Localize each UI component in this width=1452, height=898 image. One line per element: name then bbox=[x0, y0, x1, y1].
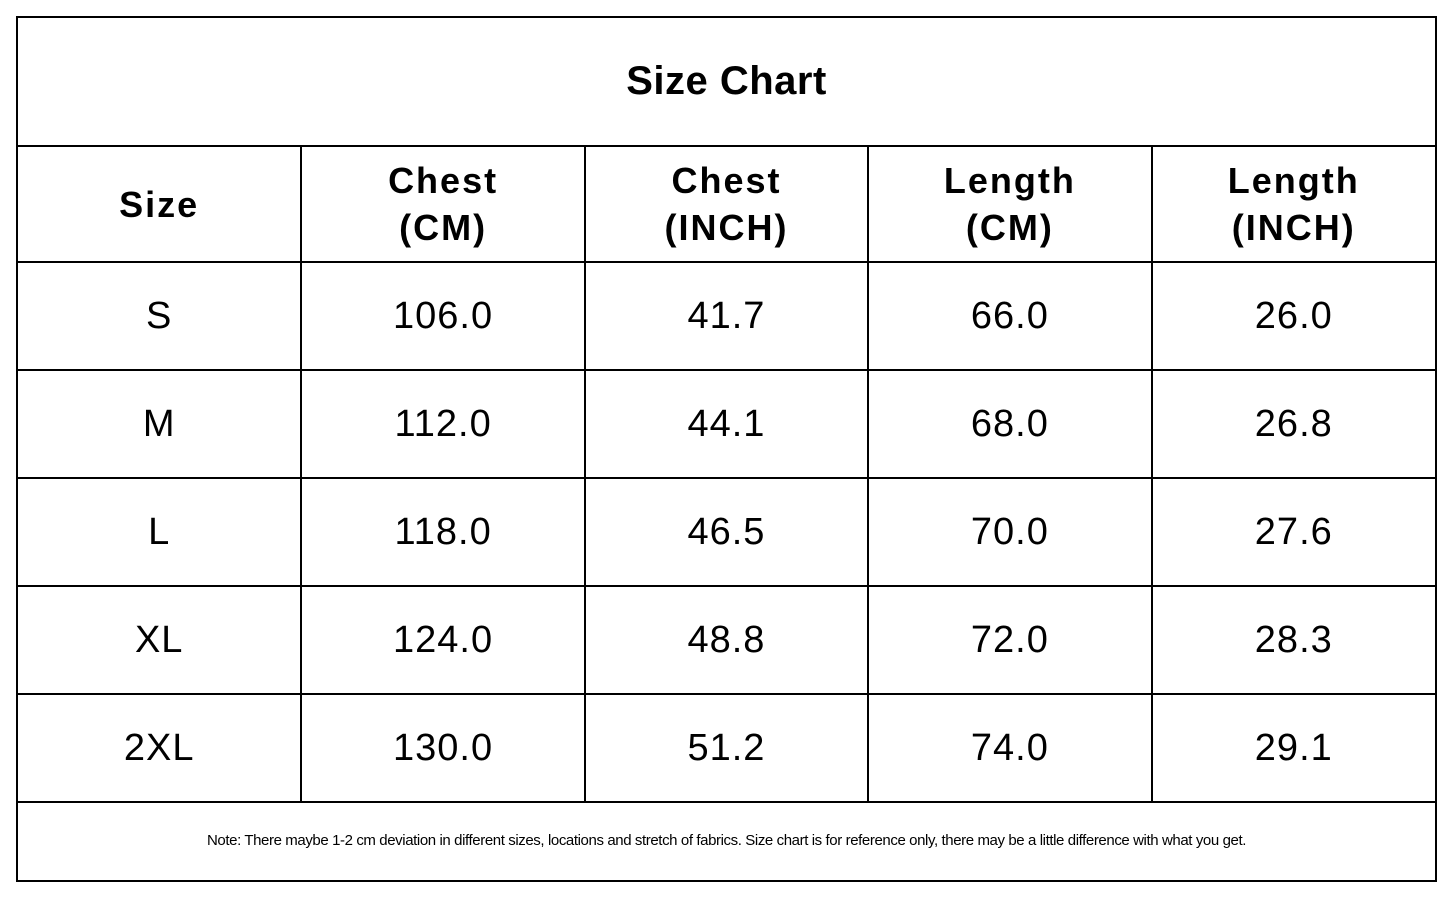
cell-length-cm: 68.0 bbox=[867, 369, 1153, 479]
header-chest-cm: Chest (CM) bbox=[300, 147, 586, 263]
cell-chest-cm: 112.0 bbox=[300, 369, 586, 479]
header-chest-inch-line1: Chest bbox=[671, 160, 782, 201]
header-chest-cm-line1: Chest bbox=[388, 160, 499, 201]
header-length-inch-line1: Length bbox=[1227, 160, 1360, 201]
note-text: Note: There maybe 1-2 cm deviation in di… bbox=[206, 831, 1246, 849]
header-length-cm-line2: (CM) bbox=[965, 207, 1054, 248]
size-chart-sheet: Size Chart Size Chest (CM) Chest (INCH) … bbox=[16, 16, 1437, 882]
cell-chest-cm: 106.0 bbox=[300, 261, 586, 371]
cell-length-inch: 26.8 bbox=[1150, 369, 1435, 479]
cell-chest-inch: 51.2 bbox=[583, 693, 870, 803]
table-row-2xl: 2XL 130.0 51.2 74.0 29.1 bbox=[18, 693, 1435, 803]
cell-size: M bbox=[18, 369, 303, 479]
table-row-s: S 106.0 41.7 66.0 26.0 bbox=[18, 261, 1435, 371]
title-row: Size Chart bbox=[18, 18, 1435, 147]
cell-size: 2XL bbox=[18, 693, 303, 803]
cell-length-inch: 27.6 bbox=[1150, 477, 1435, 587]
cell-chest-inch: 46.5 bbox=[583, 477, 870, 587]
cell-length-inch: 28.3 bbox=[1150, 585, 1435, 695]
header-chest-inch: Chest (INCH) bbox=[583, 147, 870, 263]
header-size: Size bbox=[18, 147, 303, 263]
cell-chest-inch: 48.8 bbox=[583, 585, 870, 695]
header-size-label: Size bbox=[119, 183, 200, 225]
cell-length-inch: 29.1 bbox=[1150, 693, 1435, 803]
cell-chest-cm: 118.0 bbox=[300, 477, 586, 587]
cell-length-cm: 70.0 bbox=[867, 477, 1153, 587]
cell-chest-inch: 44.1 bbox=[583, 369, 870, 479]
cell-length-cm: 74.0 bbox=[867, 693, 1153, 803]
cell-length-inch: 26.0 bbox=[1150, 261, 1435, 371]
cell-chest-inch: 41.7 bbox=[583, 261, 870, 371]
note-row: Note: There maybe 1-2 cm deviation in di… bbox=[18, 800, 1435, 880]
table-row-xl: XL 124.0 48.8 72.0 28.3 bbox=[18, 585, 1435, 695]
header-length-cm: Length (CM) bbox=[867, 147, 1153, 263]
table-row-l: L 118.0 46.5 70.0 27.6 bbox=[18, 477, 1435, 587]
cell-length-cm: 72.0 bbox=[867, 585, 1153, 695]
size-table: Size Chest (CM) Chest (INCH) Length (CM)… bbox=[18, 147, 1435, 803]
cell-size: S bbox=[18, 261, 303, 371]
header-length-inch: Length (INCH) bbox=[1150, 147, 1435, 263]
size-chart-title: Size Chart bbox=[626, 59, 827, 103]
cell-chest-cm: 124.0 bbox=[300, 585, 586, 695]
header-length-cm-line1: Length bbox=[943, 160, 1076, 201]
cell-length-cm: 66.0 bbox=[867, 261, 1153, 371]
header-chest-cm-line2: (CM) bbox=[399, 207, 488, 248]
cell-size: XL bbox=[18, 585, 303, 695]
table-row-m: M 112.0 44.1 68.0 26.8 bbox=[18, 369, 1435, 479]
cell-chest-cm: 130.0 bbox=[300, 693, 586, 803]
header-length-inch-line2: (INCH) bbox=[1231, 207, 1356, 248]
header-row: Size Chest (CM) Chest (INCH) Length (CM)… bbox=[18, 147, 1435, 263]
cell-size: L bbox=[18, 477, 303, 587]
header-chest-inch-line2: (INCH) bbox=[664, 207, 789, 248]
